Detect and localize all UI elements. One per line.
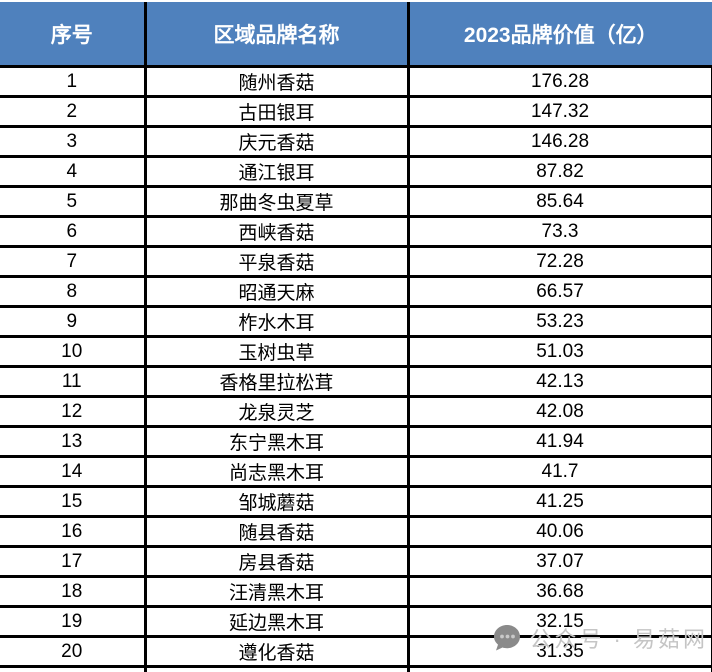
row-index-cell: 8 (0, 276, 145, 308)
row-index-cell: 3 (0, 126, 145, 158)
row-index-cell: 14 (0, 456, 145, 488)
row-index-cell: 6 (0, 216, 145, 248)
brand-value-cell: 51.03 (406, 336, 712, 368)
table-row: 14 尚志黑木耳 41.7 (0, 456, 712, 488)
row-index-cell: 13 (0, 426, 145, 458)
brand-value-cell: 41.7 (406, 456, 712, 488)
table-row: 2 古田银耳 147.32 (0, 96, 712, 128)
header-brand-value: 2023品牌价值（亿） (406, 2, 712, 68)
brand-value-cell: 73.3 (406, 216, 712, 248)
row-index-cell: 18 (0, 576, 145, 608)
brand-value-cell: 37.07 (406, 546, 712, 578)
empty-cell (0, 666, 145, 672)
brand-value-cell: 36.68 (406, 576, 712, 608)
brand-value-cell: 176.28 (406, 66, 712, 98)
row-index-cell: 17 (0, 546, 145, 578)
table-row: 16 随县香菇 40.06 (0, 516, 712, 548)
brand-name-cell: 尚志黑木耳 (143, 456, 408, 488)
table-row: 10 玉树虫草 51.03 (0, 336, 712, 368)
table-row: 20 遵化香菇 31.35 (0, 636, 712, 668)
table-header: 序号 区域品牌名称 2023品牌价值（亿） (0, 2, 712, 68)
brand-value-cell: 87.82 (406, 156, 712, 188)
row-index-cell: 16 (0, 516, 145, 548)
brand-name-cell: 房县香菇 (143, 546, 408, 578)
table-row: 19 延边黑木耳 32.15 (0, 606, 712, 638)
brand-name-cell: 玉树虫草 (143, 336, 408, 368)
brand-value-cell: 42.13 (406, 366, 712, 398)
row-index-cell: 11 (0, 366, 145, 398)
empty-cell (406, 666, 712, 672)
row-index-cell: 15 (0, 486, 145, 518)
row-index-cell: 7 (0, 246, 145, 278)
brand-name-cell: 那曲冬虫夏草 (143, 186, 408, 218)
brand-value-cell: 42.08 (406, 396, 712, 428)
table-row: 8 昭通天麻 66.57 (0, 276, 712, 308)
brand-name-cell: 东宁黑木耳 (143, 426, 408, 458)
table-row: 18 汪清黑木耳 36.68 (0, 576, 712, 608)
row-index-cell: 4 (0, 156, 145, 188)
brand-value-cell: 66.57 (406, 276, 712, 308)
empty-cell (143, 666, 408, 672)
brand-name-cell: 邹城蘑菇 (143, 486, 408, 518)
brand-value-cell: 147.32 (406, 96, 712, 128)
brand-name-cell: 庆元香菇 (143, 126, 408, 158)
header-row: 序号 区域品牌名称 2023品牌价值（亿） (0, 2, 712, 68)
brand-name-cell: 延边黑木耳 (143, 606, 408, 638)
brand-name-cell: 西峡香菇 (143, 216, 408, 248)
brand-name-cell: 昭通天麻 (143, 276, 408, 308)
row-index-cell: 20 (0, 636, 145, 668)
brand-name-cell: 随县香菇 (143, 516, 408, 548)
brand-name-cell: 平泉香菇 (143, 246, 408, 278)
brand-value-cell: 40.06 (406, 516, 712, 548)
brand-value-cell: 146.28 (406, 126, 712, 158)
brand-name-cell: 汪清黑木耳 (143, 576, 408, 608)
row-index-cell: 10 (0, 336, 145, 368)
table-row: 17 房县香菇 37.07 (0, 546, 712, 578)
brand-value-cell: 53.23 (406, 306, 712, 338)
row-index-cell: 1 (0, 66, 145, 98)
table-row: 9 柞水木耳 53.23 (0, 306, 712, 338)
brand-value-cell: 72.28 (406, 246, 712, 278)
brand-value-cell: 41.25 (406, 486, 712, 518)
table-row: 11 香格里拉松茸 42.13 (0, 366, 712, 398)
table-row: 1 随州香菇 176.28 (0, 66, 712, 98)
row-index-cell: 12 (0, 396, 145, 428)
brand-value-cell: 41.94 (406, 426, 712, 458)
brand-value-cell: 32.15 (406, 606, 712, 638)
header-index: 序号 (0, 2, 145, 68)
row-index-cell: 5 (0, 186, 145, 218)
brand-name-cell: 通江银耳 (143, 156, 408, 188)
table-row: 13 东宁黑木耳 41.94 (0, 426, 712, 458)
table-row: 15 邹城蘑菇 41.25 (0, 486, 712, 518)
header-brand-name: 区域品牌名称 (143, 2, 408, 68)
brand-name-cell: 龙泉灵芝 (143, 396, 408, 428)
table-row: 6 西峡香菇 73.3 (0, 216, 712, 248)
brand-name-cell: 随州香菇 (143, 66, 408, 98)
brand-name-cell: 香格里拉松茸 (143, 366, 408, 398)
partial-row (0, 666, 712, 672)
table-row: 12 龙泉灵芝 42.08 (0, 396, 712, 428)
brand-name-cell: 柞水木耳 (143, 306, 408, 338)
table-row: 3 庆元香菇 146.28 (0, 126, 712, 158)
table-row: 4 通江银耳 87.82 (0, 156, 712, 188)
brand-name-cell: 古田银耳 (143, 96, 408, 128)
row-index-cell: 2 (0, 96, 145, 128)
brand-name-cell: 遵化香菇 (143, 636, 408, 668)
row-index-cell: 9 (0, 306, 145, 338)
table-body: 1 随州香菇 176.28 2 古田银耳 147.32 3 庆元香菇 146.28 4 通江银耳 87… (0, 66, 712, 672)
table-row: 7 平泉香菇 72.28 (0, 246, 712, 278)
brand-value-cell: 31.35 (406, 636, 712, 668)
table-row: 5 那曲冬虫夏草 85.64 (0, 186, 712, 218)
row-index-cell: 19 (0, 606, 145, 638)
brand-value-cell: 85.64 (406, 186, 712, 218)
